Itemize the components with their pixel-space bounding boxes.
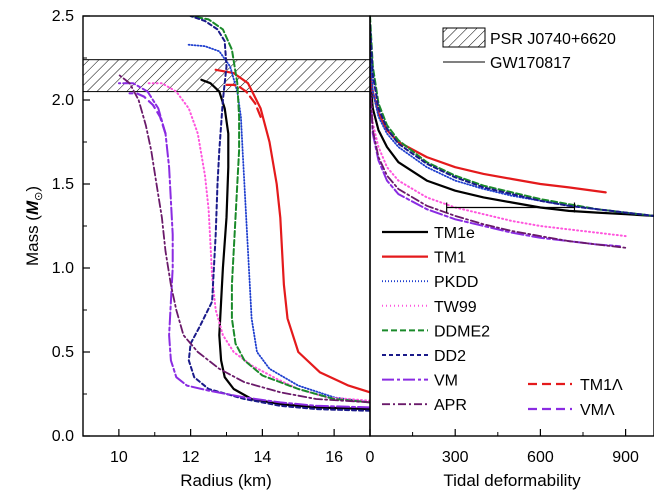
y-tick-label: 0.0 [52,428,74,445]
legend-label-tm1e: TM1e [434,225,475,242]
legend-label-pkdd: PKDD [434,274,478,291]
legend-band-label: PSR J0740+6620 [490,31,616,48]
legend-label-apr: APR [434,397,467,414]
right-curve-tm1 [370,68,607,194]
right-curve-tm1e [370,78,654,217]
right-curve-pkdd [370,48,654,217]
legend-label-vm-: VMΛ [580,402,615,419]
left-curve-vm- [128,92,167,135]
right-curve-apr [370,82,627,249]
y-axis-label-sub: ⊙ [33,192,45,201]
right-panel-frame [369,15,654,437]
left-curve-tm1 [214,68,370,394]
eos-curves-layer [117,16,654,412]
legend-label-tw99: TW99 [434,299,477,316]
left-curve-apr [118,73,370,404]
observation-legend: PSR J0740+6620 GW170817 [442,27,616,72]
left-panel-curves [117,16,370,412]
legend-label-dd2: DD2 [434,348,466,365]
legend-label-ddme2: DDME2 [434,323,490,340]
y-tick-label: 1.0 [52,260,74,277]
left-curve-tm1- [225,83,262,118]
left-x-tick-label: 14 [253,449,271,466]
left-curve-pkdd [186,43,370,404]
left-curve-dd2 [187,16,370,412]
left-x-tick-label: 12 [182,449,200,466]
left-x-tick-label: 16 [325,449,343,466]
right-x-tick-label: 900 [612,449,639,466]
right-x-tick-label: 0 [366,449,375,466]
y-tick-label: 0.5 [52,344,74,361]
left-x-tick-label: 10 [110,449,128,466]
left-curve-tw99 [146,82,370,402]
right-curve-dd2 [370,23,654,217]
gw170817-errorbar [446,202,576,213]
legend-label-tm1-: TM1Λ [580,377,623,394]
y-tick-label: 1.5 [52,176,74,193]
right-x-tick-label: 600 [527,449,554,466]
eos-legend: TM1e TM1 PKDD TW99 DDME2 DD2 VM APR TM1Λ VMΛ [382,225,623,419]
right-curve-tw99 [370,85,627,238]
y-axis-label: Mass (M⊙) [23,186,45,266]
y-axis-label-symbol: M [23,200,42,215]
y-axis-label-suffix: ) [23,186,42,192]
legend-label-vm: VM [434,373,458,390]
axis-ticks-layer: 0.0 0.5 1.0 1.5 2.0 2.5 10 12 14 16 0 300 600 900 [52,8,639,466]
left-x-axis-label: Radius (km) [180,471,272,490]
y-tick-label: 2.0 [52,92,74,109]
legend-band-swatch [442,27,486,48]
left-curve-vm [117,82,370,409]
y-axis-label-prefix: Mass ( [23,215,42,266]
y-tick-label: 2.5 [52,8,74,25]
right-x-axis-label: Tidal deformability [443,471,581,490]
left-curve-tm1e [200,78,370,411]
right-x-tick-label: 300 [442,449,469,466]
left-curve-ddme2 [189,16,370,404]
legend-errorbar-label: GW170817 [490,55,571,72]
right-panel-curves [370,16,654,249]
legend-label-tm1: TM1 [434,250,466,267]
